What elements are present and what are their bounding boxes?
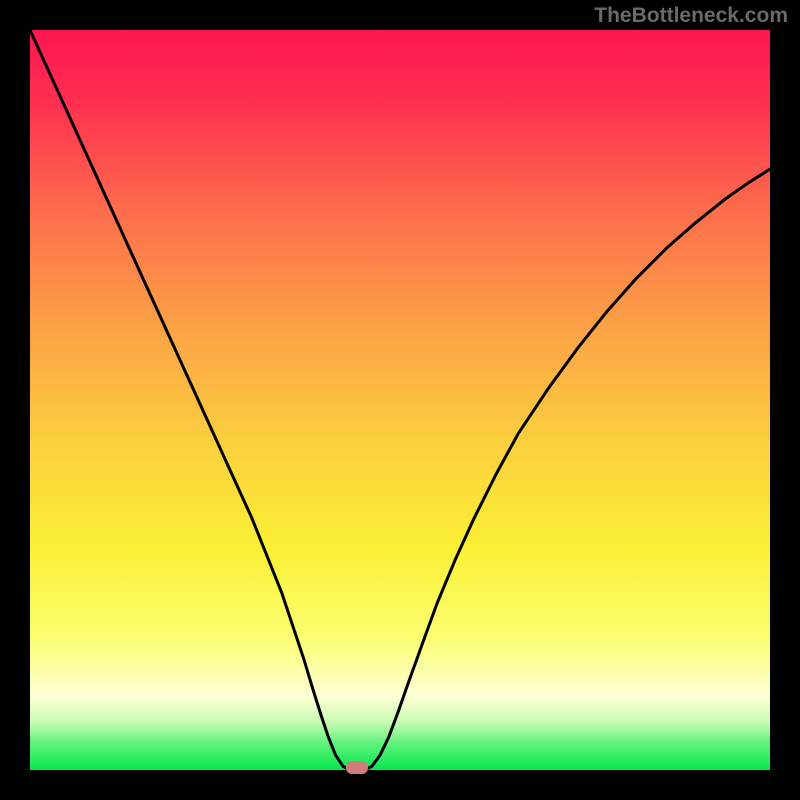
min-marker (346, 761, 368, 774)
plot-area (30, 30, 770, 770)
watermark-text: TheBottleneck.com (594, 4, 788, 28)
bottleneck-curve (30, 30, 770, 770)
chart-container (0, 0, 800, 800)
